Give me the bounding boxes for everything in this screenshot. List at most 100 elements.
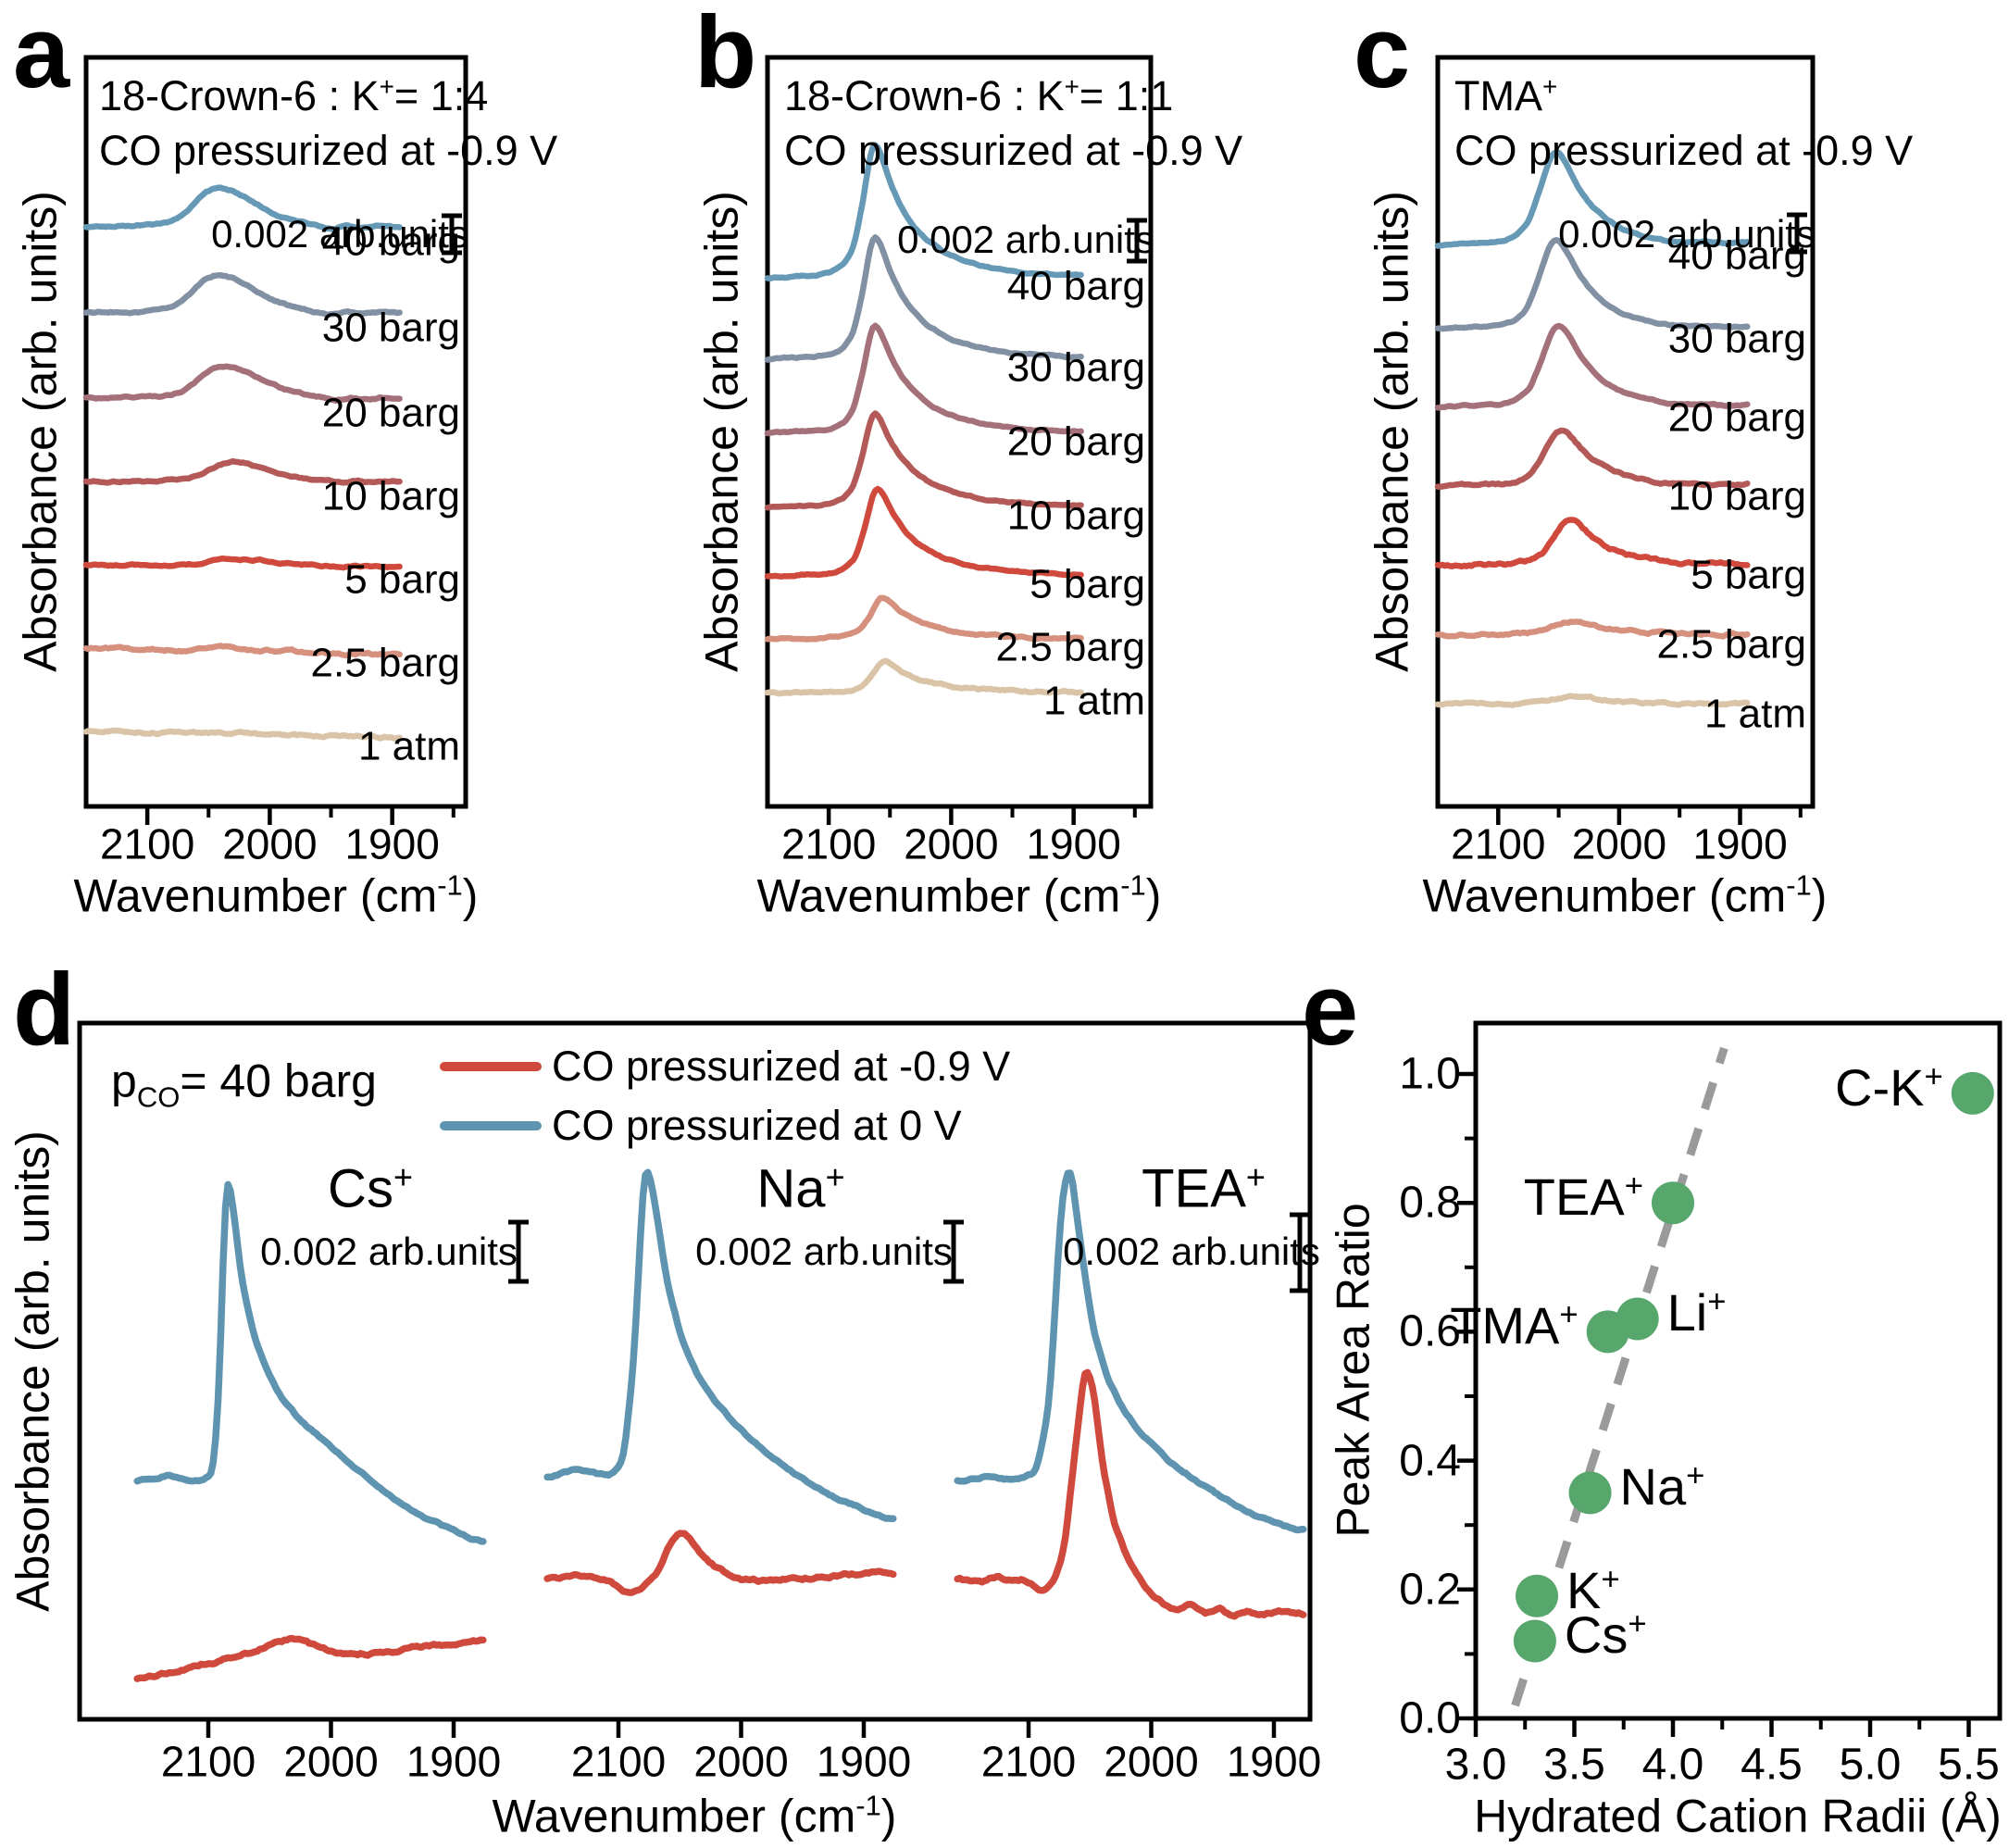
panel-c-x-axis-label: Wavenumber (cm-1) [1423, 869, 1828, 923]
pressure-label: 2.5 barg [1656, 621, 1806, 668]
x-tick-label: 1900 [1692, 819, 1788, 868]
panel-a-title-line2: CO pressurized at -0.9 V [99, 127, 558, 175]
scatter-point-label: TEA+ [1523, 1167, 1643, 1226]
pressure-label: 40 barg [1667, 232, 1806, 279]
x-tick-label: 2000 [693, 1737, 789, 1786]
pressure-label: 5 barg [1029, 561, 1145, 607]
panel-c-title-text: TMA [1454, 72, 1542, 120]
panel-b-title-sup: + [1064, 72, 1079, 102]
pressure-label: 1 atm [357, 723, 460, 769]
e-y-tick-label: 1.0 [1399, 1049, 1461, 1099]
x-axis-label-text: Wavenumber (cm [1422, 869, 1787, 922]
e-x-tick-label: 3.0 [1444, 1740, 1507, 1790]
panel-b-y-axis-label: Absorbance (arb. units) [695, 191, 748, 672]
x-tick-label: 1900 [344, 819, 440, 868]
panel-e-y-axis-label: Peak Area Ratio [1327, 1203, 1379, 1538]
e-y-tick-label: 0.4 [1399, 1436, 1461, 1485]
panel-d-y-axis-label: Absorbance (arb. units) [6, 1130, 59, 1612]
x-axis-label-sup: -1 [1786, 868, 1812, 902]
panel-b-title-line1: 18-Crown-6 : K+= 1:1 [784, 72, 1173, 120]
e-y-tick-label: 0.8 [1399, 1178, 1461, 1228]
pressure-label: 10 barg [1667, 473, 1806, 519]
panel-letter-e: e [1302, 953, 1359, 1067]
panel-c-y-axis-label: Absorbance (arb. units) [1366, 191, 1418, 672]
panel-d-scalebar-label-cs: 0.002 arb.units [260, 1229, 518, 1273]
panel-a-title-text: 18-Crown-6 : K [99, 72, 380, 120]
e-y-tick-label: 0.2 [1399, 1565, 1461, 1615]
cation-tea-text: TEA [1142, 1158, 1246, 1219]
x-axis-label-close: ) [1145, 869, 1162, 922]
scatter-point-label: Cs+ [1564, 1605, 1647, 1665]
x-axis-label-sup: -1 [1120, 868, 1146, 902]
panel-e-x-axis-label: Hydrated Cation Radii (Å) [1474, 1790, 2002, 1842]
scatter-point-label: K+ [1566, 1560, 1620, 1619]
cation-na-sup: + [825, 1157, 845, 1196]
x-axis-label-close: ) [880, 1790, 897, 1842]
panel-a-title-line1: 18-Crown-6 : K+= 1:4 [99, 72, 488, 120]
legend-item-minus09v: CO pressurized at -0.9 V [552, 1043, 1011, 1091]
x-tick-label: 1900 [1226, 1737, 1322, 1786]
scatter-point-label: Li+ [1666, 1283, 1727, 1342]
x-axis-label-sup: -1 [855, 1789, 881, 1822]
pressure-label: 30 barg [1667, 316, 1806, 362]
pressure-label: 10 barg [1006, 493, 1145, 539]
panel-d-cation-tea: TEA+ [1142, 1159, 1266, 1221]
pco-symbol: p [111, 1055, 137, 1107]
panel-letter-c: c [1354, 0, 1411, 109]
e-x-tick-label: 4.5 [1741, 1740, 1803, 1790]
x-axis-label-text: Wavenumber (cm [73, 869, 438, 922]
pressure-label: 10 barg [321, 473, 460, 519]
panel-d-scalebar-label-na: 0.002 arb.units [695, 1229, 953, 1273]
panel-a-scalebar-label: 0.002 arb.units [211, 211, 468, 256]
e-x-tick-label: 3.5 [1543, 1740, 1605, 1790]
x-tick-label: 1900 [816, 1737, 912, 1786]
e-x-tick-label: 5.0 [1839, 1740, 1902, 1790]
pressure-label: 30 barg [1006, 344, 1145, 391]
pressure-label: 20 barg [321, 390, 460, 436]
e-x-tick-label: 5.5 [1938, 1740, 2000, 1790]
x-tick-label: 2000 [222, 819, 318, 868]
pressure-label: 1 atm [1042, 678, 1145, 724]
panel-d-pco-label: pCO= 40 barg [111, 1055, 377, 1111]
x-tick-label: 2100 [160, 1737, 256, 1786]
panel-c-title-line2: CO pressurized at -0.9 V [1454, 127, 1914, 175]
panel-c-scalebar-label: 0.002 arb.units [1558, 211, 1816, 256]
panel-a-y-axis-label: Absorbance (arb. units) [14, 191, 67, 672]
panel-b-scalebar-label: 0.002 arb.units [897, 217, 1154, 261]
x-tick-label: 2100 [570, 1737, 667, 1786]
legend-item-0v: CO pressurized at 0 V [552, 1102, 962, 1150]
e-y-tick-label: 0.0 [1399, 1693, 1461, 1743]
panel-a-x-axis-label: Wavenumber (cm-1) [74, 869, 479, 923]
x-tick-label: 2000 [1571, 819, 1667, 868]
x-axis-label-text: Wavenumber (cm [756, 869, 1121, 922]
scatter-point-label: TMA+ [1450, 1296, 1578, 1355]
pco-value: = 40 barg [180, 1055, 377, 1107]
panel-letter-d: d [13, 953, 76, 1067]
panel-b-x-axis-label: Wavenumber (cm-1) [757, 869, 1162, 923]
x-axis-label-text: Wavenumber (cm [492, 1790, 856, 1842]
pressure-label: 40 barg [321, 219, 460, 265]
panel-b-title-text: 18-Crown-6 : K [784, 72, 1065, 120]
scatter-point-label: Na+ [1619, 1457, 1705, 1517]
e-y-tick-label: 0.6 [1399, 1306, 1461, 1356]
cation-tea-sup: + [1245, 1157, 1266, 1196]
panel-b-title-line2: CO pressurized at -0.9 V [784, 127, 1243, 175]
pressure-label: 1 atm [1703, 691, 1806, 737]
panel-a-title-sup: + [379, 72, 394, 102]
e-x-tick-label: 4.0 [1641, 1740, 1704, 1790]
pressure-label: 30 barg [321, 305, 460, 351]
x-axis-label-close: ) [462, 869, 479, 922]
x-tick-label: 2000 [1104, 1737, 1199, 1786]
pressure-label: 5 barg [344, 556, 460, 603]
panel-d-cation-na: Na+ [756, 1159, 844, 1221]
x-tick-label: 2100 [1451, 819, 1546, 868]
panel-d-cation-cs: Cs+ [328, 1159, 413, 1221]
x-tick-label: 2000 [283, 1737, 379, 1786]
pressure-label: 20 barg [1006, 418, 1145, 465]
x-tick-label: 2100 [780, 819, 877, 868]
panel-letter-b: b [694, 0, 757, 109]
pressure-label: 2.5 barg [995, 624, 1145, 670]
scatter-point-label: C-K+ [1835, 1057, 1943, 1117]
